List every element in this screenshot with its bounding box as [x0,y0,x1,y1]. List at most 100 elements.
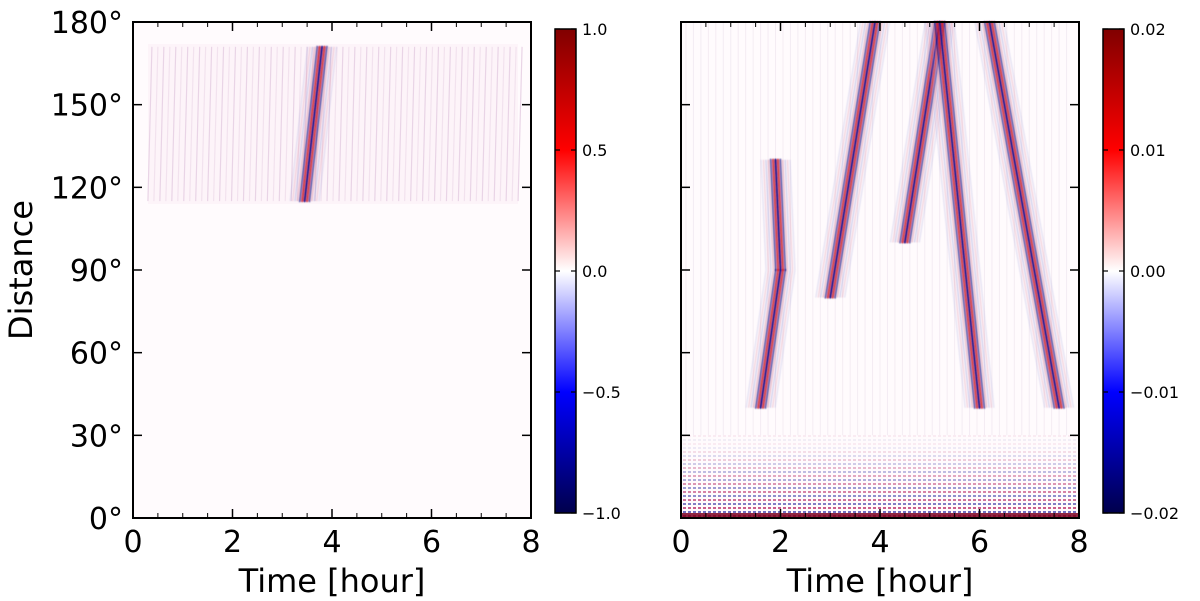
x-tick-label: 2 [223,525,242,560]
x-tick-label: 6 [970,525,989,560]
colorbar-tick-label: −0.5 [582,383,621,402]
colorbar-tick-label: 0.00 [1130,262,1166,281]
ripple-line [433,46,440,202]
ripple-line [469,46,475,202]
colorbar-tick-label: −0.02 [1130,504,1179,523]
ridge-halo [767,159,774,271]
ripple-line [451,46,457,202]
ridge-halo [771,269,794,408]
ridge-halo [311,46,330,202]
ripple-line [284,46,290,202]
ridge-halo [894,21,931,243]
ridge-crest [298,45,319,203]
ridge [745,268,796,409]
ridge-halo [892,21,929,243]
ridge-halo [924,21,966,408]
ridge-halo [1000,21,1072,408]
ridge-crest [938,20,981,409]
ripple-line [350,46,356,202]
left-colorbar-gradient [555,29,576,513]
ridge-halo [769,269,791,408]
ridge-crest [985,20,1058,409]
ridge-halo [889,21,926,243]
ridge-halo [953,21,995,408]
colorbar-tick-label: 1.0 [582,20,607,39]
ripple-line [278,46,284,202]
ripple-line [493,46,499,202]
ridge-halo [817,21,864,298]
ripple-line [499,46,505,202]
ripple-line [481,46,487,202]
x-tick-label: 0 [671,525,690,560]
y-tick-label: 60° [70,337,123,372]
ripple-line [410,46,416,202]
ridge-halo [745,269,767,408]
x-tick-label: 8 [1069,525,1088,560]
colorbar-tick-label: 0.02 [1130,20,1166,39]
ripple-line [218,46,225,202]
left-x-axis-label: Time [hour] [238,562,426,600]
colorbar-tick-label: 0.5 [582,141,607,160]
ripple-line [463,46,469,202]
right-colorbar-gradient [1103,29,1124,513]
ripple-line [224,46,231,202]
left-ridges [289,45,338,203]
ridge [289,45,338,203]
y-tick-label: 180° [51,6,123,41]
ridge-crest [993,20,1066,409]
ripple-line [505,46,511,202]
ridge-halo [815,21,862,298]
ridge-halo [294,46,314,202]
x-tick-label: 4 [322,525,341,560]
ripple-line [183,46,189,202]
colorbar-tick-label: 0.0 [582,262,607,281]
ripple-line [392,46,398,202]
ripple-line [380,46,386,202]
ripple-line [404,46,410,202]
ripple-line [386,46,392,202]
ridge-halo [929,21,971,408]
ridge-halo [782,159,789,271]
ripple-line [266,46,272,202]
ripple-line [332,46,338,202]
ripple-line [344,46,350,202]
ridge-crest [308,45,328,203]
ridge [924,20,995,409]
ridge-halo [752,269,774,408]
ridge-crest [305,45,326,203]
ripple-line [290,46,296,202]
ridge-crest [754,268,777,409]
ridge-crest [829,20,877,299]
ridge-halo [318,46,338,202]
ripple-line [362,46,368,202]
y-tick-label: 90° [70,254,123,289]
ripple-line [511,46,517,202]
ridge-halo [289,46,309,202]
ripple-line [147,46,153,202]
ridge-halo [784,159,791,271]
x-tick-label: 0 [123,525,142,560]
ripple-line [159,46,165,202]
ripple-line [230,46,237,202]
ridge-crest [769,158,777,272]
ripple-line [368,46,374,202]
ridge-halo [822,21,869,298]
ridge-halo [995,21,1067,408]
ridge-crest [303,45,324,203]
ridge-crest [761,268,785,409]
ridge-crest [772,158,780,272]
ripple-line [356,46,362,202]
ripple-line [487,46,493,202]
ridge-crest [757,268,780,409]
right-x-axis-label: Time [hour] [786,562,974,600]
ridge-crest [940,20,984,409]
colorbar-tick-label: −0.01 [1130,383,1179,402]
ridge-crest [764,268,787,409]
y-tick-label: 120° [51,171,123,206]
ridge [974,20,1075,409]
colorbar-tick-label: 0.01 [1130,141,1166,160]
colorbar-tick-label: −1.0 [582,504,621,523]
left-colorbar: −1.0 −0.5 0.0 0.5 1.0 [554,20,621,523]
ridge-halo [976,21,1048,408]
ridge-halo [786,159,794,271]
